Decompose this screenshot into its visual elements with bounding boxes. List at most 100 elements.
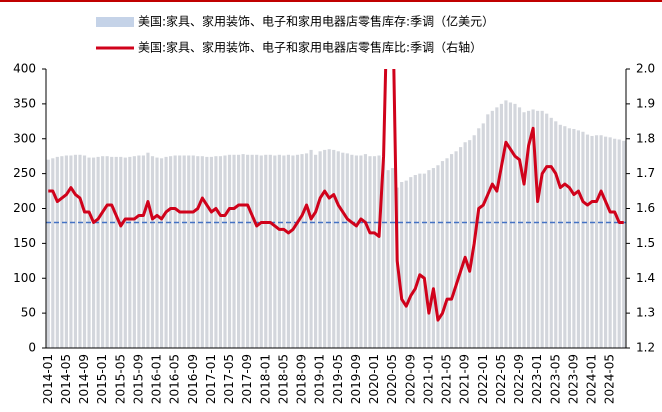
bar [463, 142, 467, 348]
bar [223, 155, 227, 348]
y2-tick-label: 1.2 [636, 341, 655, 355]
bar [69, 155, 73, 348]
bar [613, 138, 617, 348]
bar [169, 156, 173, 348]
bar [300, 154, 304, 348]
bar [468, 140, 472, 348]
bar [236, 154, 241, 348]
bar [187, 155, 191, 348]
bar [499, 103, 503, 348]
bar [46, 159, 50, 348]
bar [459, 147, 463, 348]
bar [359, 155, 363, 348]
bar [617, 139, 621, 348]
bar [114, 156, 118, 348]
y-tick-label: 250 [13, 166, 36, 180]
bar [286, 154, 291, 348]
bar [277, 154, 281, 348]
x-tick-label: 2018-05 [276, 354, 290, 404]
bar [495, 107, 499, 348]
bar [594, 135, 599, 348]
bar [78, 154, 82, 348]
x-tick-label: 2021-01 [421, 354, 435, 404]
bar [196, 156, 200, 348]
x-tick-label: 2023-01 [530, 354, 544, 404]
bar [264, 154, 268, 348]
y2-tick-label: 2.0 [636, 62, 655, 76]
x-tick-label: 2017-01 [204, 354, 218, 404]
legend-label: 美国:家具、家用装饰、电子和家用电器店零售库比:季调（右轴） [138, 40, 482, 55]
bar [440, 161, 445, 348]
bar [436, 165, 440, 348]
legend-label: 美国:家具、家用装饰、电子和家用电器店零售库存:季调（亿美元） [138, 14, 494, 29]
bar [536, 110, 540, 348]
bar [567, 128, 571, 348]
bar [119, 156, 123, 348]
bar [164, 156, 168, 348]
bar [590, 135, 594, 348]
y-tick-label: 50 [21, 306, 36, 320]
bar [232, 154, 236, 348]
bar [345, 153, 349, 348]
x-tick-label: 2015-05 [113, 354, 127, 404]
x-tick-label: 2022-01 [476, 354, 490, 404]
bar [282, 155, 286, 348]
y-tick-label: 400 [13, 62, 36, 76]
x-tick-label: 2019-09 [349, 354, 363, 404]
x-tick-label: 2024-05 [603, 354, 617, 404]
bar [191, 155, 195, 348]
x-tick-label: 2018-09 [295, 354, 309, 404]
bar [622, 140, 626, 348]
bar [368, 156, 372, 348]
bar [246, 154, 250, 348]
y2-tick-label: 1.8 [636, 131, 655, 145]
x-tick-label: 2019-01 [313, 354, 327, 404]
y-tick-label: 150 [13, 236, 36, 250]
bar [105, 156, 109, 348]
x-tick-label: 2024-01 [585, 354, 599, 404]
bar [431, 168, 436, 348]
bar [504, 100, 508, 348]
bar [60, 156, 64, 348]
bar [250, 154, 254, 348]
x-tick-label: 2023-09 [566, 354, 580, 404]
bar [522, 112, 526, 349]
bar [445, 158, 449, 348]
bar [173, 155, 177, 348]
bar [146, 152, 150, 348]
bar [101, 156, 105, 348]
y-tick-label: 100 [13, 271, 36, 285]
x-tick-label: 2019-05 [331, 354, 345, 404]
bar [531, 109, 535, 348]
y2-tick-label: 1.6 [636, 201, 655, 215]
bar [110, 156, 114, 348]
bar [255, 154, 259, 348]
bar [182, 155, 186, 348]
bar [200, 156, 204, 348]
bar [400, 181, 404, 348]
bar [205, 156, 209, 348]
x-tick-label: 2020-05 [385, 354, 399, 404]
bar [332, 149, 336, 348]
y2-tick-label: 1.4 [636, 271, 655, 285]
legend-swatch [96, 17, 134, 27]
bar [87, 157, 91, 348]
bar [418, 173, 422, 348]
bar [318, 151, 322, 348]
x-tick-label: 2022-05 [494, 354, 508, 404]
bar [454, 151, 458, 348]
bar [545, 113, 549, 348]
bar [323, 149, 327, 348]
x-tick-label: 2023-05 [548, 354, 562, 404]
bar [155, 157, 159, 348]
bar [128, 156, 132, 348]
bar [572, 128, 576, 348]
y-tick-label: 300 [13, 131, 36, 145]
x-tick-label: 2016-09 [186, 354, 200, 404]
bar [391, 168, 395, 348]
bar [314, 154, 318, 348]
bar [123, 157, 127, 348]
x-tick-label: 2015-09 [131, 354, 145, 404]
bar [91, 157, 96, 348]
bar [477, 128, 481, 348]
